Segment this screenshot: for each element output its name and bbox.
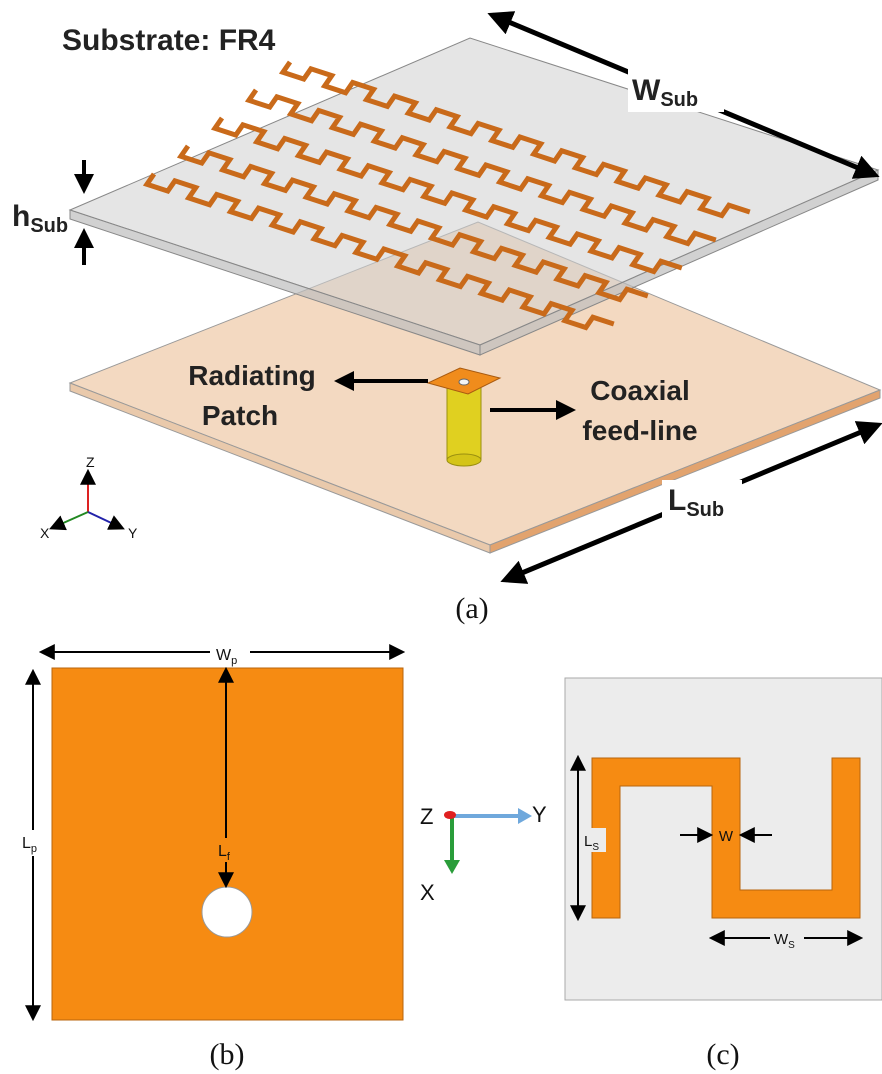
h-sub-label: hSub <box>12 200 68 237</box>
axis-z: Z <box>420 804 433 829</box>
axis-x: X <box>40 525 50 541</box>
axis-triad: Z X Y <box>40 454 138 541</box>
patch-label: Patch <box>202 400 278 431</box>
caption: (b) <box>210 1038 245 1071</box>
feed-label: Coaxial <box>590 375 690 406</box>
feed-label: feed-line <box>582 415 697 446</box>
axis-y: Y <box>532 802 547 827</box>
axis-z: Z <box>86 454 95 470</box>
axis-x: X <box>420 880 435 905</box>
feed-hole <box>202 887 252 937</box>
caption: (a) <box>455 592 488 625</box>
figure: Substrate: FR4 WSub hSub Radiating Patch… <box>0 0 882 1074</box>
w-label: W <box>719 828 734 845</box>
patch-label: Radiating <box>188 360 316 391</box>
caption: (c) <box>706 1038 739 1071</box>
substrate-label: Substrate: FR4 <box>62 24 276 57</box>
axis-y: Y <box>128 525 138 541</box>
axis-triad: Z Y X <box>420 802 547 905</box>
